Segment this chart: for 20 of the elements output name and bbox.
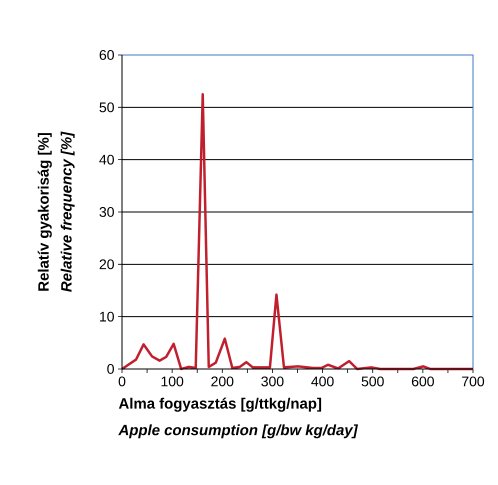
x-tick-label: 600 [412,376,434,386]
x-tick-label: 200 [211,376,234,386]
y-tick-label: 0 [107,364,114,374]
x-tick-label: 400 [311,376,334,386]
x-tick-label: 100 [162,376,184,386]
text: Relative frequency [%] [60,131,75,292]
x-tick-label: 500 [362,376,384,386]
y-tick-label: 10 [100,312,114,322]
y-tick-label: 30 [100,207,114,217]
x-tick-label: 300 [261,376,284,386]
y-tick-label: 20 [100,259,114,270]
line-series [120,92,474,370]
y-tick-label: 50 [100,102,114,112]
x-axis-title: Alma fogyasztás [g/ttkg/nap] [118,398,322,412]
text: Apple consumption [g/bw kg/day] [118,424,358,438]
x-tick-label: 700 [462,376,484,386]
y-tick-label: 60 [100,50,114,60]
x-tick-label: 0 [118,376,126,386]
y-axis-title: Relatív gyakoriság [%] [38,133,52,291]
y-tick-label: 40 [99,154,114,165]
